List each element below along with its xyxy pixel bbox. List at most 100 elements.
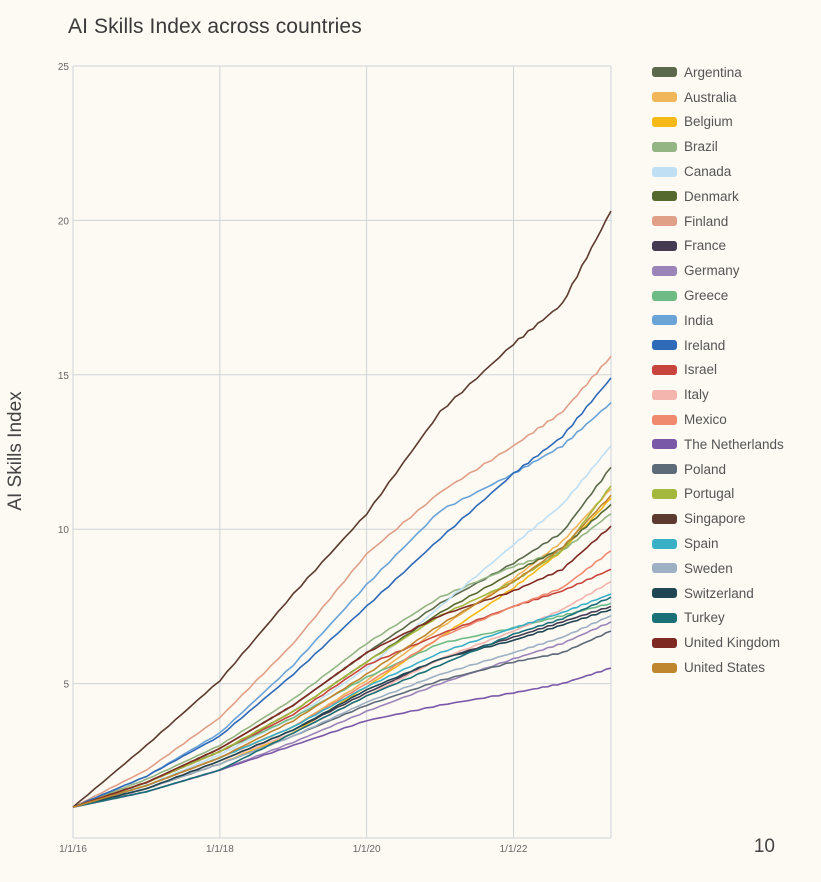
legend-label: Sweden [684,560,733,576]
legend-swatch [652,513,677,524]
legend-item-india: India [652,308,784,333]
legend-item-the-netherlands: The Netherlands [652,432,784,457]
legend-label: Greece [684,288,729,304]
x-tick-labels: 1/1/16 1/1/18 1/1/20 1/1/22 [59,844,528,855]
series-line-singapore [72,210,612,808]
legend-label: The Netherlands [684,436,784,452]
series-line-united-kingdom [72,525,612,808]
legend-label: France [684,238,727,254]
series-line-brazil [72,513,612,808]
legend-swatch [652,662,677,673]
legend-item-portugal: Portugal [652,482,784,507]
legend-swatch [652,315,677,326]
legend-swatch [652,538,677,549]
series-line-turkey [72,596,612,808]
legend-label: Germany [684,263,740,279]
legend-label: Mexico [684,412,727,428]
legend-label: United States [684,660,766,676]
series-line-argentina [72,466,612,808]
legend-item-turkey: Turkey [652,606,784,631]
series-line-switzerland [72,608,612,808]
legend-swatch [652,439,677,450]
legend-swatch [652,588,677,599]
legend-label: Turkey [684,610,725,626]
legend-item-argentina: Argentina [652,60,784,85]
legend-label: Australia [684,89,737,105]
legend-item-united-states: United States [652,655,784,680]
series-line-canada [72,445,612,808]
legend-swatch [652,191,677,202]
legend-swatch [652,637,677,648]
legend-item-greece: Greece [652,283,784,308]
series-line-united-states [72,494,612,808]
series-line-poland [72,630,612,808]
legend-item-sweden: Sweden [652,556,784,581]
legend-label: Denmark [684,188,739,204]
x-tick-label: 1/1/22 [500,844,528,855]
legend-swatch [652,116,677,127]
legend-swatch [652,389,677,400]
legend-swatch [652,464,677,475]
x-tick-label: 1/1/20 [353,844,381,855]
legend-swatch [652,563,677,574]
legend-label: Poland [684,461,727,477]
legend-label: Italy [684,387,709,403]
y-tick-label: 5 [63,680,69,691]
legend-label: Ireland [684,337,726,353]
legend-label: Belgium [684,114,733,130]
legend-swatch [652,488,677,499]
legend-item-italy: Italy [652,382,784,407]
series-line-portugal [72,485,612,808]
legend-item-israel: Israel [652,358,784,383]
legend-label: Finland [684,213,729,229]
page-number: 10 [753,836,775,857]
legend-label: Singapore [684,511,746,527]
legend-swatch [652,364,677,375]
legend-item-canada: Canada [652,159,784,184]
legend-item-singapore: Singapore [652,506,784,531]
x-tick-label: 1/1/18 [206,844,234,855]
legend-swatch [652,240,677,251]
legend-item-poland: Poland [652,457,784,482]
legend-label: Israel [684,362,718,378]
y-tick-label: 20 [58,216,70,227]
legend-item-spain: Spain [652,531,784,556]
series-line-spain [72,593,612,808]
legend-label: Switzerland [684,585,754,601]
legend-label: Brazil [684,139,718,155]
series-line-finland [72,355,612,808]
legend-item-france: France [652,234,784,259]
legend-item-united-kingdom: United Kingdom [652,630,784,655]
legend-swatch [652,67,677,78]
legend-label: United Kingdom [684,635,781,651]
series-line-ireland [72,377,612,808]
series-line-italy [72,580,612,808]
chart-title: AI Skills Index across countries [68,15,362,38]
y-tick-label: 15 [58,371,70,382]
legend-item-australia: Australia [652,85,784,110]
legend-swatch [652,92,677,103]
legend-swatch [652,166,677,177]
legend-swatch [652,414,677,425]
legend-swatch [652,265,677,276]
legend-swatch [652,340,677,351]
series-lines [72,210,612,808]
legend-swatch [652,290,677,301]
legend-label: Canada [684,164,732,180]
series-line-belgium [72,497,612,808]
series-line-sweden [72,614,612,808]
legend-label: Spain [684,536,719,552]
series-line-india [72,402,612,808]
y-tick-label: 10 [58,525,70,536]
legend-swatch [652,612,677,623]
legend-item-brazil: Brazil [652,134,784,159]
x-tick-label: 1/1/16 [59,844,87,855]
legend-item-mexico: Mexico [652,407,784,432]
legend: Argentina Australia Belgium Brazil Canada Den… [652,60,784,680]
legend-label: Portugal [684,486,735,502]
legend-item-belgium: Belgium [652,110,784,135]
legend-item-germany: Germany [652,258,784,283]
grid [72,65,612,839]
legend-swatch [652,216,677,227]
